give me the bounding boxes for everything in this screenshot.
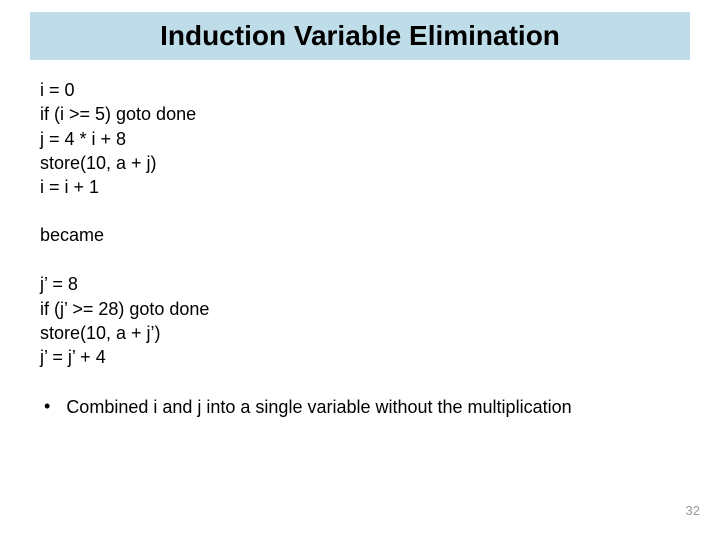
code-block-before: i = 0 if (i >= 5) goto done j = 4 * i + … — [40, 78, 720, 199]
code-line: store(10, a + j’) — [40, 321, 720, 345]
code-line: j’ = 8 — [40, 272, 720, 296]
code-line: store(10, a + j) — [40, 151, 720, 175]
code-block-after: j’ = 8 if (j’ >= 28) goto done store(10,… — [40, 272, 720, 369]
became-label: became — [40, 225, 720, 246]
code-line: j = 4 * i + 8 — [40, 127, 720, 151]
code-line: if (i >= 5) goto done — [40, 102, 720, 126]
bullet-item: • Combined i and j into a single variabl… — [40, 396, 720, 419]
slide-title: Induction Variable Elimination — [160, 20, 560, 51]
title-bar: Induction Variable Elimination — [30, 12, 690, 60]
bullet-marker: • — [44, 396, 50, 417]
code-line: if (j’ >= 28) goto done — [40, 297, 720, 321]
bullet-text: Combined i and j into a single variable … — [66, 396, 571, 419]
code-line: j’ = j’ + 4 — [40, 345, 720, 369]
page-number: 32 — [686, 503, 700, 518]
code-line: i = 0 — [40, 78, 720, 102]
code-line: i = i + 1 — [40, 175, 720, 199]
